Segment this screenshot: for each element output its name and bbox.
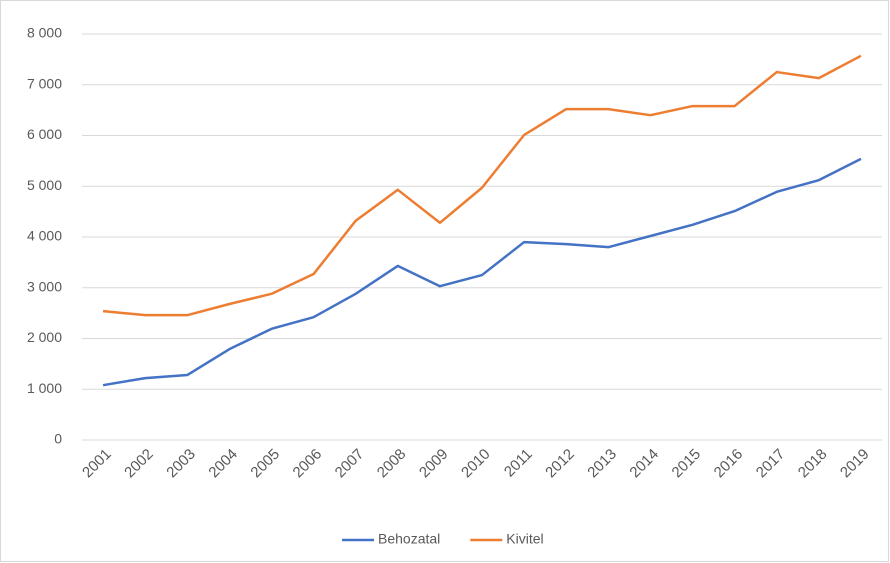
y-tick-label: 7 000 [27,75,62,91]
y-tick-label: 8 000 [27,25,62,41]
y-tick-label: 5 000 [27,177,62,193]
y-tick-label: 1 000 [27,380,62,396]
y-tick-label: 4 000 [27,228,62,244]
legend-label: Kivitel [506,531,543,547]
y-tick-label: 0 [54,431,62,447]
y-tick-label: 3 000 [27,278,62,294]
series-line [102,54,862,317]
legend-label: Behozatal [378,531,440,547]
series-line [102,157,862,387]
y-tick-label: 2 000 [27,329,62,345]
y-tick-label: 6 000 [27,126,62,142]
